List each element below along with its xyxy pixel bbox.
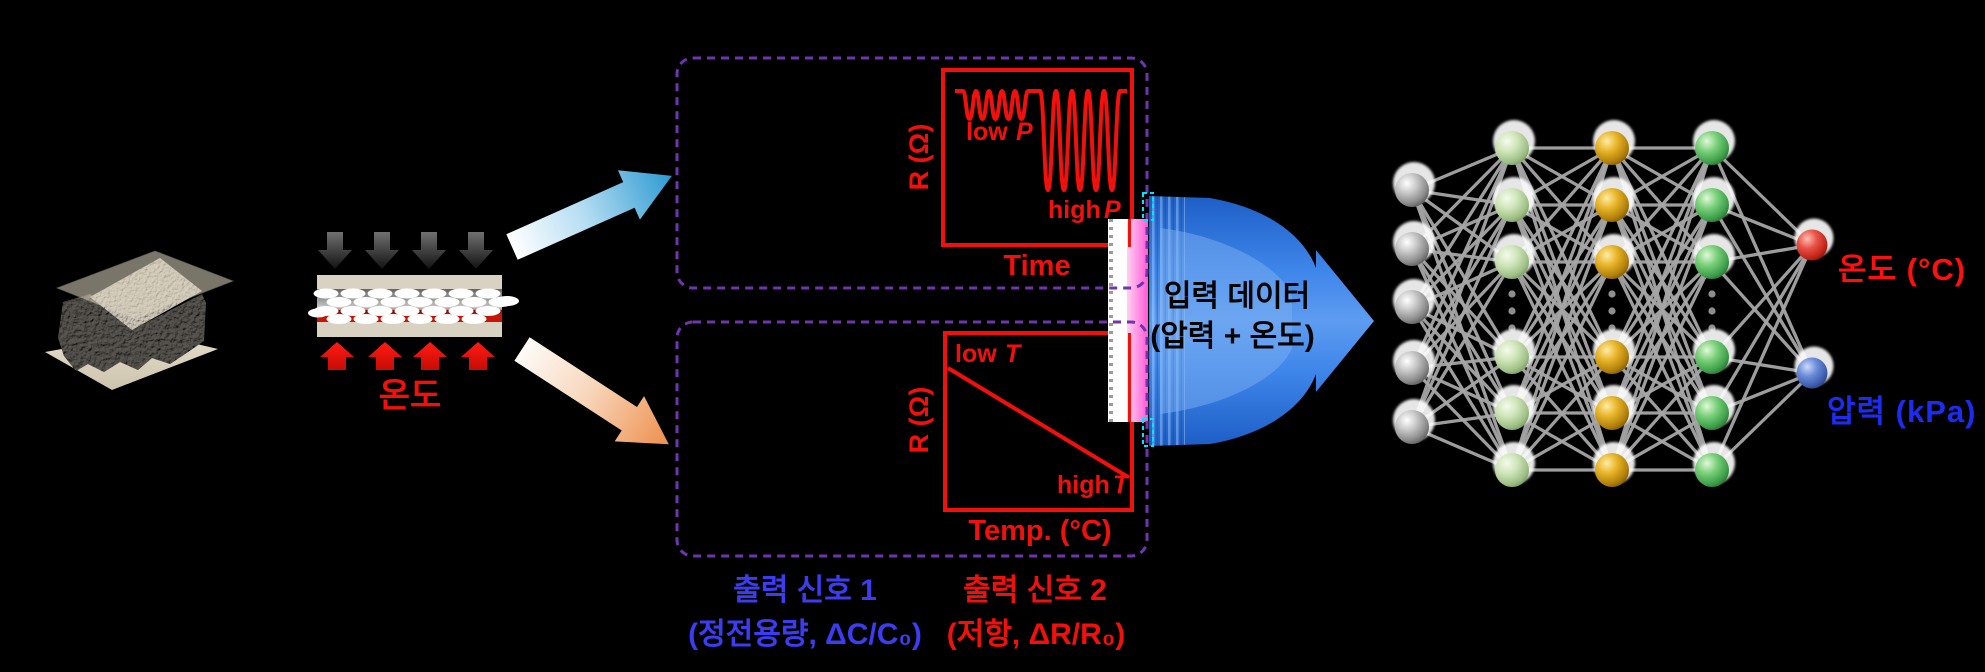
layer-ellipsis-dot (1608, 307, 1616, 315)
network-node-input (1395, 290, 1429, 324)
sensor-pores (308, 288, 519, 324)
network-edge (1610, 261, 1714, 471)
arrow-handle-top (1142, 192, 1154, 221)
network-node-hidden3 (1695, 453, 1729, 487)
arrow-handle-bottom (1142, 418, 1154, 447)
layer-ellipsis-dot (1508, 307, 1516, 315)
network-node-hidden2 (1595, 453, 1629, 487)
network-node-output (1796, 229, 1828, 261)
network-node-hidden1 (1495, 245, 1529, 279)
network-edge (1410, 189, 1514, 358)
sensor-top-layer (317, 275, 502, 289)
data-stream-stripes (1108, 219, 1148, 422)
network-edge (1710, 204, 1814, 374)
network-edge (1410, 147, 1514, 308)
network-node-input (1395, 173, 1429, 207)
to-temperature-plot-arrow (514, 337, 669, 445)
input-arrow-label-line1: 입력 데이터 (1163, 280, 1311, 313)
temperature-plot: low T high T R (Ω) Temp. (°C) (904, 331, 1134, 547)
network-edge (1410, 204, 1514, 428)
layer-ellipsis-dot (1708, 307, 1716, 315)
signal2-subtitle: (저항, ΔR/R₀) (946, 618, 1126, 651)
temperature-high-symbol: T (1113, 471, 1131, 499)
network-edge (1410, 261, 1514, 428)
network-node-hidden3 (1695, 245, 1729, 279)
network-node-hidden2 (1595, 245, 1629, 279)
network-edge (1710, 260, 1814, 375)
foam-sample-image (45, 250, 235, 390)
temperature-ylabel: R (Ω) (904, 387, 934, 454)
network-node-input (1395, 351, 1429, 385)
network-edge (1710, 146, 1814, 247)
pressure-high-symbol: P (1104, 196, 1121, 224)
network-node-hidden1 (1495, 131, 1529, 165)
network-node-output (1796, 357, 1828, 389)
signal2-title: 출력 신호 2 (963, 574, 1107, 607)
signal1-dashed-box (675, 56, 1149, 290)
network-edge (1510, 147, 1614, 358)
input-data-arrow (1142, 192, 1374, 447)
network-node-input (1395, 410, 1429, 444)
sensor-schematic (308, 232, 519, 370)
network-edge (1710, 244, 1814, 471)
network-edge (1510, 261, 1614, 471)
layer-ellipsis-dot (1608, 290, 1616, 298)
pressure-low-symbol: P (1016, 118, 1033, 146)
network-node-hidden1 (1495, 188, 1529, 222)
network-node-hidden1 (1495, 340, 1529, 374)
temperature-xlabel: Temp. (°C) (968, 515, 1111, 547)
network-node-hidden2 (1595, 340, 1629, 374)
signal2-dashed-box (675, 320, 1149, 558)
temperature-line (946, 366, 1130, 479)
network-edge (1410, 247, 1514, 359)
network-node-hidden3 (1695, 188, 1729, 222)
pressure-waveform (955, 89, 1127, 192)
signal1-title: 출력 신호 1 (733, 574, 877, 607)
foam-block (58, 294, 206, 372)
network-node-hidden3 (1695, 340, 1729, 374)
pressure-arrows-down (318, 232, 493, 269)
pressure-ylabel: R (Ω) (904, 124, 934, 191)
layer-ellipsis-dot (1708, 290, 1716, 298)
network-edge (1410, 147, 1514, 369)
heat-arrows-up (320, 342, 495, 370)
neural-network (1393, 120, 1834, 487)
network-node-hidden1 (1495, 396, 1529, 430)
layer-ellipsis-dot (1508, 290, 1516, 298)
pressure-xlabel: Time (1003, 250, 1070, 282)
network-node-hidden3 (1695, 396, 1729, 430)
pressure-plot-frame (941, 68, 1134, 247)
pressure-plot: low P high P R (Ω) Time (904, 68, 1134, 282)
temperature-low-label: low (955, 340, 997, 368)
network-edge (1410, 305, 1514, 415)
temperature-high-label: high (1057, 471, 1110, 499)
sensor-bottom-layer (317, 322, 502, 337)
sensor-temp-label: 온도 (378, 377, 442, 415)
to-pressure-plot-arrow (506, 170, 672, 260)
network-node-hidden2 (1595, 188, 1629, 222)
foam-top-plate (55, 250, 235, 320)
network-node-hidden2 (1595, 131, 1629, 165)
pressure-high-label: high (1048, 196, 1101, 224)
temperature-low-symbol: T (1005, 340, 1023, 368)
input-arrow-label-line2: (압력 + 온도) (1150, 320, 1315, 353)
signal1-subtitle: (정전용량, ΔC/C₀) (688, 618, 922, 651)
network-edge (1610, 147, 1714, 358)
network-edge (1710, 244, 1814, 414)
network-node-hidden3 (1695, 131, 1729, 165)
output-label-temperature: 온도 (°C) (1838, 252, 1967, 287)
network-node-hidden2 (1595, 396, 1629, 430)
network-node-input (1395, 232, 1429, 266)
pressure-low-label: low (966, 118, 1008, 146)
network-node-hidden1 (1495, 453, 1529, 487)
output-label-pressure: 압력 (kPa) (1827, 394, 1977, 429)
